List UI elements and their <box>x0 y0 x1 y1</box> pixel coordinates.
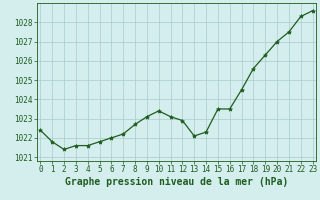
X-axis label: Graphe pression niveau de la mer (hPa): Graphe pression niveau de la mer (hPa) <box>65 177 288 187</box>
